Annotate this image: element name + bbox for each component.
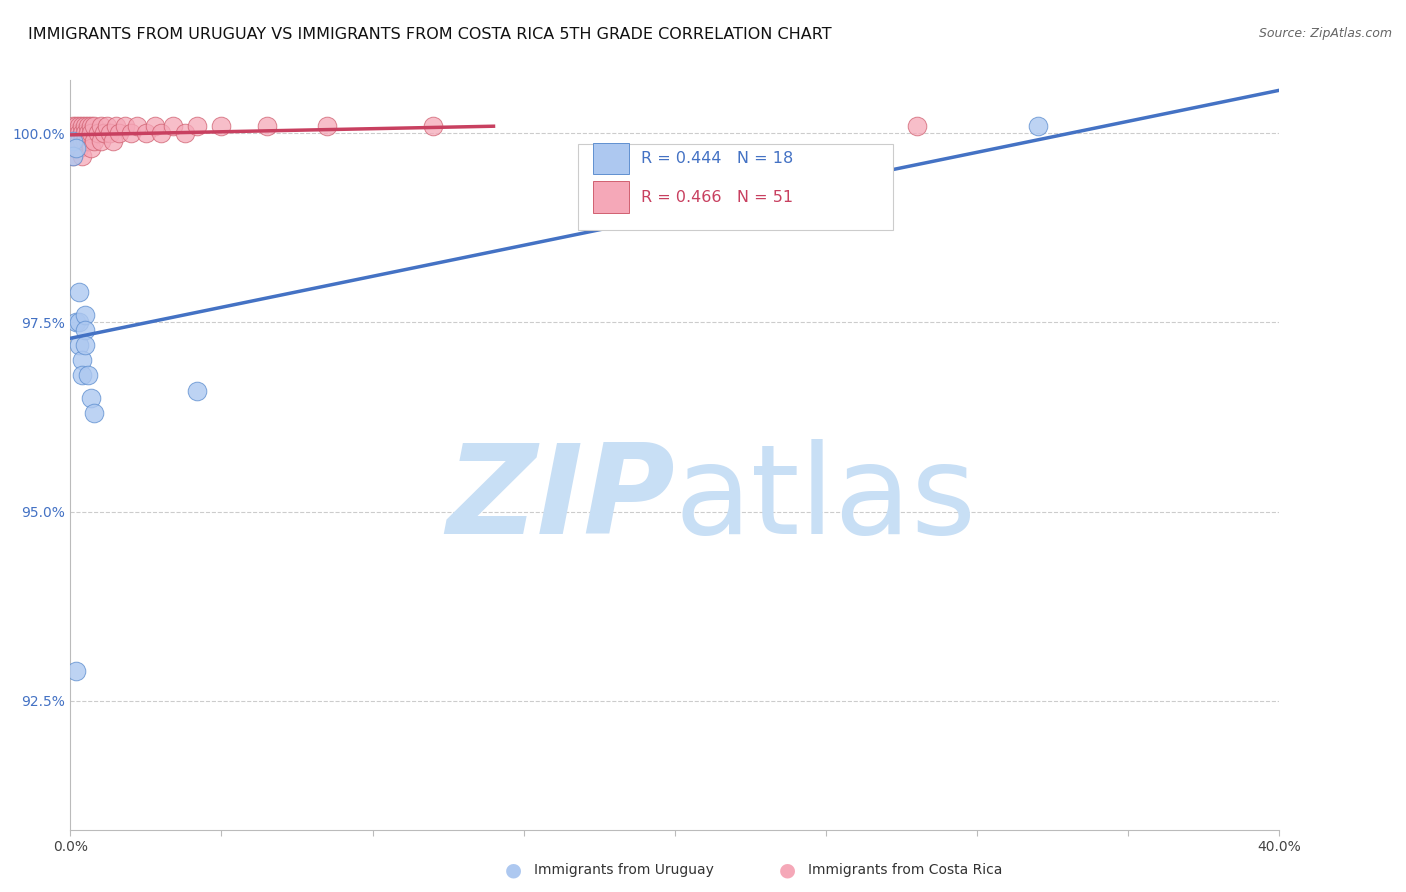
Point (65, 134, 87, 148)
Point (77, 134, 100, 148)
Point (162, 119, 184, 133)
FancyBboxPatch shape (578, 144, 893, 230)
Point (186, 384, 208, 398)
Text: ●: ● (505, 860, 522, 880)
Point (316, 119, 339, 133)
Point (107, 126, 129, 140)
Point (72, 126, 94, 140)
Text: Immigrants from Costa Rica: Immigrants from Costa Rica (808, 863, 1002, 877)
Point (75, 134, 97, 148)
Point (150, 126, 172, 140)
Point (211, 119, 233, 133)
Point (186, 119, 208, 133)
Point (90, 134, 111, 148)
Point (75, 308, 97, 322)
Point (62, 141, 84, 155)
Text: R = 0.466   N = 51: R = 0.466 N = 51 (641, 190, 793, 204)
Point (67, 134, 90, 148)
Point (1026, 119, 1049, 133)
Point (80, 141, 103, 155)
Point (77, 126, 100, 140)
Point (98, 126, 121, 140)
Point (101, 134, 124, 148)
Point (62, 134, 84, 148)
Point (80, 391, 103, 405)
Point (65, 316, 87, 330)
Point (62, 126, 84, 140)
Point (83, 406, 105, 420)
Point (72, 134, 94, 148)
Point (77, 368, 100, 383)
Point (77, 119, 100, 133)
Point (67, 338, 90, 352)
FancyBboxPatch shape (593, 143, 628, 174)
Point (905, 119, 928, 133)
Point (62, 134, 84, 148)
Point (65, 119, 87, 133)
Point (125, 119, 148, 133)
Point (104, 119, 127, 133)
Text: Immigrants from Uruguay: Immigrants from Uruguay (534, 863, 714, 877)
Point (72, 368, 94, 383)
Point (143, 119, 166, 133)
Point (256, 119, 278, 133)
Point (80, 119, 103, 133)
Text: ZIP: ZIP (446, 440, 675, 560)
Point (65, 126, 87, 140)
Point (65, 141, 87, 155)
Point (67, 285, 90, 300)
Text: atlas: atlas (675, 440, 977, 560)
Point (75, 119, 97, 133)
Text: Source: ZipAtlas.com: Source: ZipAtlas.com (1258, 27, 1392, 40)
Point (75, 126, 97, 140)
Point (422, 119, 444, 133)
Point (135, 126, 157, 140)
Point (67, 126, 90, 140)
Point (114, 119, 136, 133)
Point (83, 134, 105, 148)
Point (120, 126, 142, 140)
Point (72, 353, 94, 368)
Point (62, 119, 84, 133)
Point (62, 149, 84, 163)
Point (174, 126, 197, 140)
Y-axis label: 5th Grade: 5th Grade (0, 420, 4, 490)
Point (80, 126, 103, 140)
Text: ●: ● (779, 860, 796, 880)
Point (75, 338, 97, 352)
Point (90, 119, 111, 133)
Point (72, 149, 94, 163)
Text: R = 0.444   N = 18: R = 0.444 N = 18 (641, 151, 793, 166)
Point (93, 126, 115, 140)
Point (67, 316, 90, 330)
Text: IMMIGRANTS FROM URUGUAY VS IMMIGRANTS FROM COSTA RICA 5TH GRADE CORRELATION CHAR: IMMIGRANTS FROM URUGUAY VS IMMIGRANTS FR… (28, 27, 832, 42)
FancyBboxPatch shape (593, 181, 628, 213)
Point (83, 119, 105, 133)
Point (62, 149, 84, 163)
Point (65, 664, 87, 678)
Point (72, 119, 94, 133)
Point (65, 141, 87, 155)
Point (67, 119, 90, 133)
Point (86, 126, 108, 140)
Point (67, 141, 90, 155)
Point (96, 119, 118, 133)
Point (75, 323, 97, 337)
